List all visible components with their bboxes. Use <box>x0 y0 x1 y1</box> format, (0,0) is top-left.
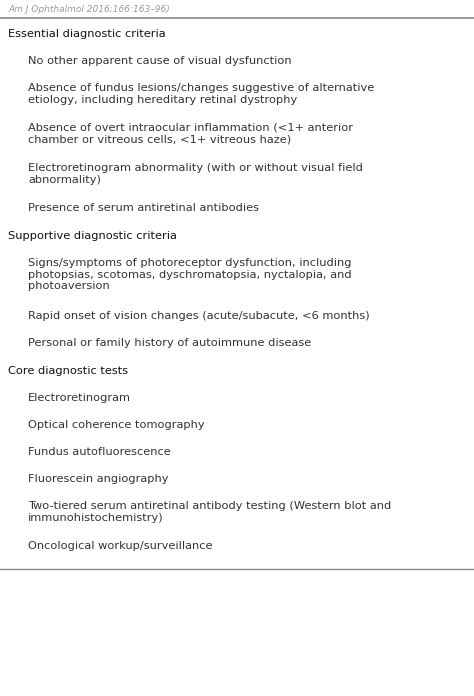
Text: Personal or family history of autoimmune disease: Personal or family history of autoimmune… <box>28 338 311 348</box>
Text: Two-tiered serum antiretinal antibody testing (Western blot and
immunohistochemi: Two-tiered serum antiretinal antibody te… <box>28 501 391 523</box>
Text: Fluorescein angiography: Fluorescein angiography <box>28 474 168 484</box>
Text: Optical coherence tomography: Optical coherence tomography <box>28 420 205 430</box>
Text: No other apparent cause of visual dysfunction: No other apparent cause of visual dysfun… <box>28 56 292 66</box>
Text: Signs/symptoms of photoreceptor dysfunction, including
photopsias, scotomas, dys: Signs/symptoms of photoreceptor dysfunct… <box>28 258 352 291</box>
Text: Oncological workup/surveillance: Oncological workup/surveillance <box>28 541 212 551</box>
Text: Electroretinogram abnormality (with or without visual field
abnormality): Electroretinogram abnormality (with or w… <box>28 163 363 184</box>
Text: Core diagnostic tests: Core diagnostic tests <box>8 366 128 376</box>
Text: Fundus autofluorescence: Fundus autofluorescence <box>28 447 171 457</box>
Text: Absence of fundus lesions/changes suggestive of alternative
etiology, including : Absence of fundus lesions/changes sugges… <box>28 83 374 104</box>
Text: Rapid onset of vision changes (acute/subacute, <6 months): Rapid onset of vision changes (acute/sub… <box>28 311 370 321</box>
Text: Electroretinogram: Electroretinogram <box>28 393 131 403</box>
Text: Presence of serum antiretinal antibodies: Presence of serum antiretinal antibodies <box>28 203 259 213</box>
Text: Essential diagnostic criteria: Essential diagnostic criteria <box>8 29 165 39</box>
Text: Supportive diagnostic criteria: Supportive diagnostic criteria <box>8 231 177 241</box>
Text: Am J Ophthalmol 2016;166:163–96): Am J Ophthalmol 2016;166:163–96) <box>8 5 170 14</box>
Text: Absence of overt intraocular inflammation (<1+ anterior
chamber or vitreous cell: Absence of overt intraocular inflammatio… <box>28 123 353 145</box>
